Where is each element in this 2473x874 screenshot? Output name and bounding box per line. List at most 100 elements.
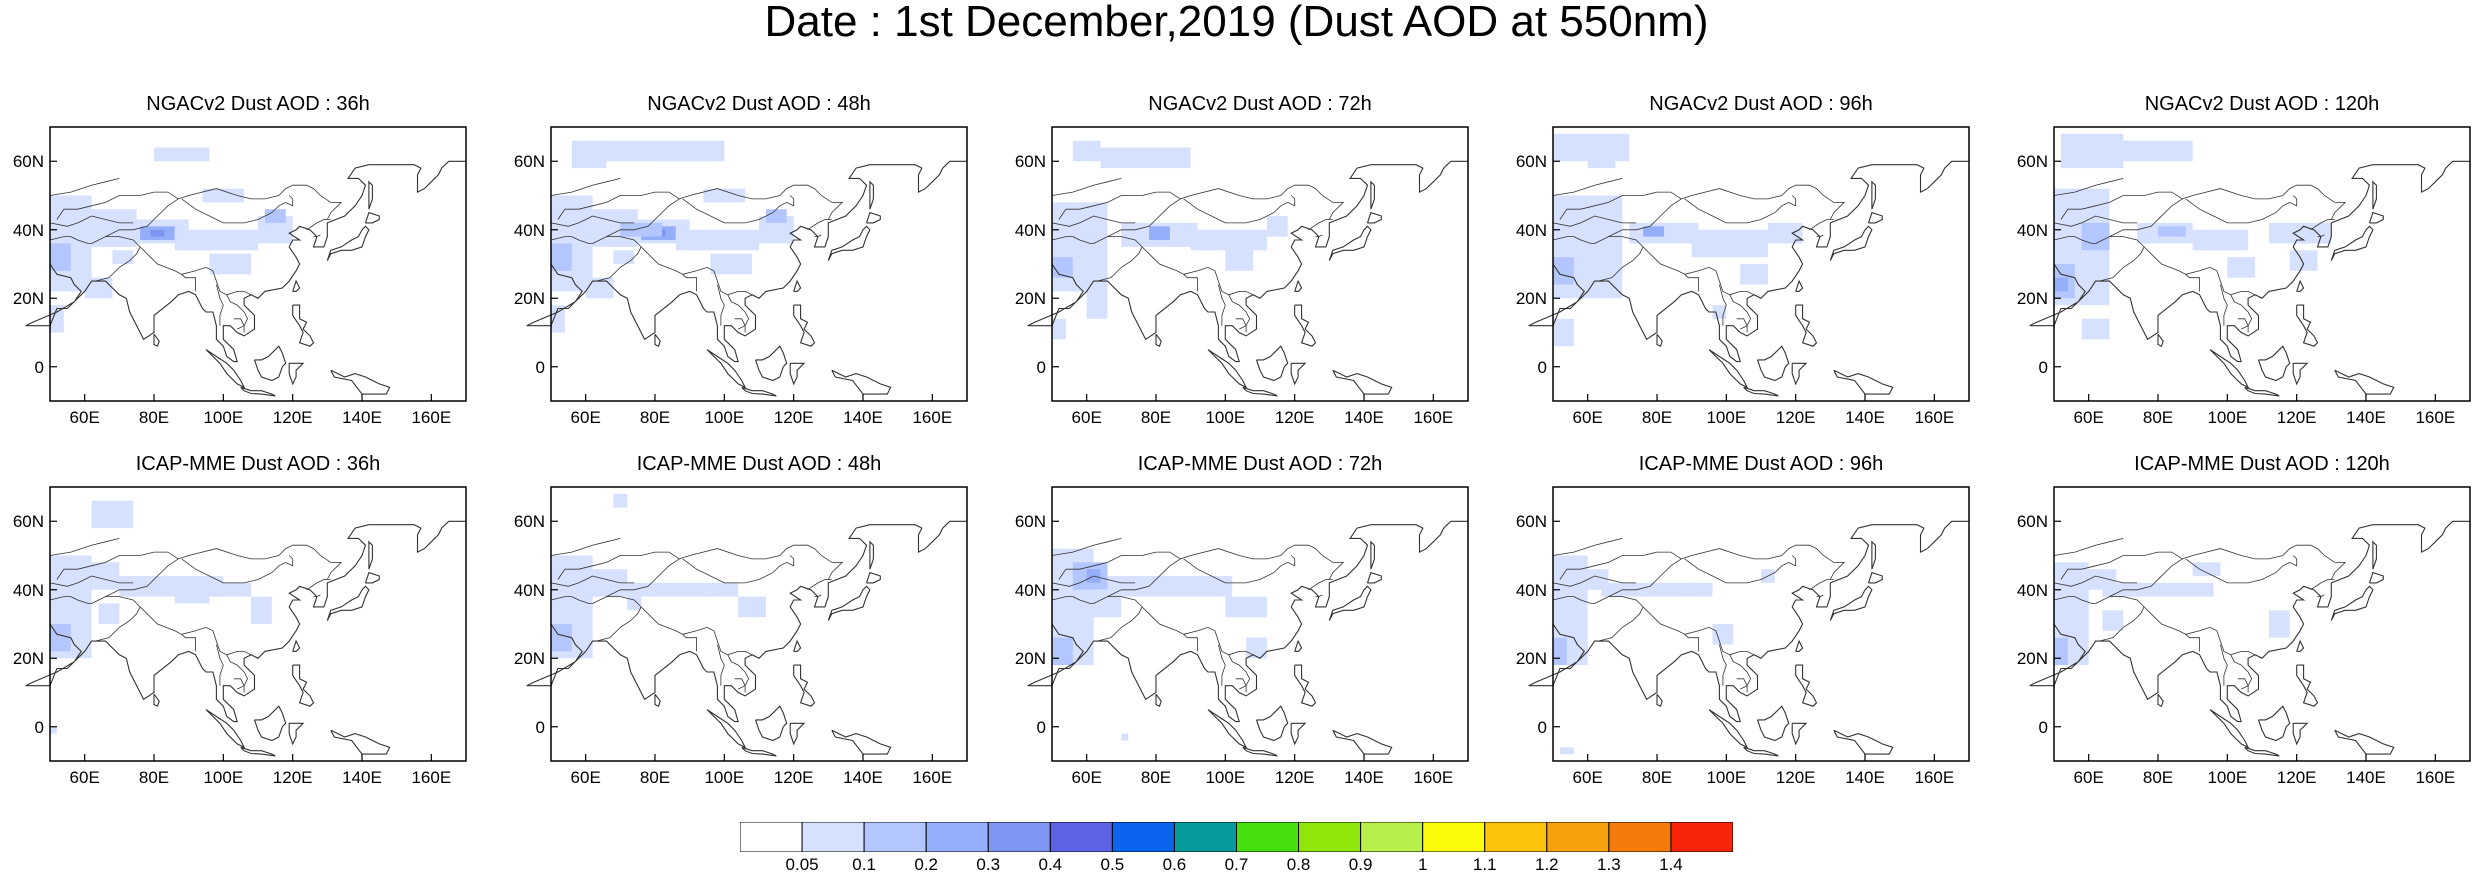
coastline: [2368, 211, 2384, 224]
country-border: [2053, 575, 2138, 587]
country-border: [592, 236, 642, 282]
lat-tick-label: 20N: [1515, 649, 1547, 669]
country-border: [1308, 219, 1333, 231]
dust-aod-cell: [1086, 291, 1108, 319]
coastline: [2292, 362, 2309, 386]
map-panel: [25, 126, 467, 402]
dust-aod-cell: [98, 603, 120, 624]
lon-tick-label: 100E: [1706, 408, 1747, 427]
coastline: [1871, 180, 1876, 210]
dust-aod-cell: [1691, 229, 1768, 258]
map-panel: [1528, 126, 1970, 402]
lon-tick-label: 80E: [1140, 768, 1172, 787]
country-border: [682, 195, 795, 224]
coastline: [526, 160, 967, 363]
dust-aod-cell: [585, 277, 614, 299]
lat-tick-label: 20N: [1014, 649, 1046, 669]
coastline: [706, 709, 747, 749]
country-border: [550, 178, 621, 196]
dust-aod-cell: [2158, 226, 2186, 237]
coastline: [1743, 746, 1779, 757]
coastline: [793, 304, 816, 347]
dust-aod-cell: [264, 209, 286, 223]
lon-tick-label: 120E: [2276, 768, 2317, 787]
map-frame: [2053, 486, 2471, 762]
dust-aod-cell: [1553, 318, 1574, 347]
lon-tick-label: 60E: [1572, 408, 1603, 427]
dust-aod-cell: [1052, 318, 1066, 340]
lon-tick-label: 120E: [1274, 768, 1315, 787]
dust-aod-cell: [2227, 257, 2256, 278]
lon-tick-label: 160E: [1914, 768, 1955, 787]
country-border: [2053, 538, 2124, 556]
colorbar-tick-label: 0.6: [1162, 855, 1187, 874]
country-border: [49, 575, 134, 587]
colorbar-swatch: [801, 822, 865, 852]
lon-tick-label: 160E: [1413, 408, 1454, 427]
country-border: [1594, 236, 1644, 282]
colorbar-tick-label: 1.3: [1597, 855, 1621, 874]
coastline: [654, 693, 661, 707]
coastline: [827, 585, 871, 621]
country-border: [1180, 184, 1345, 220]
coastline: [2029, 520, 2470, 723]
dust-aod-cell: [2081, 222, 2110, 251]
country-border: [1719, 644, 1727, 686]
lon-tick-label: 140E: [1344, 768, 1384, 787]
coastline: [292, 639, 301, 652]
lat-tick-label: 60N: [12, 512, 44, 532]
colorbar-swatch: [1484, 822, 1548, 852]
coastline: [1294, 664, 1317, 707]
coastline: [2368, 571, 2384, 584]
dust-aod-cell: [613, 250, 635, 264]
country-border: [1058, 551, 1181, 580]
coastline: [288, 722, 305, 746]
coastline: [793, 279, 802, 292]
dust-aod-cell: [2102, 582, 2214, 597]
country-border: [2185, 634, 2201, 652]
coastline: [1255, 705, 1289, 742]
coastline: [253, 345, 287, 382]
lon-tick-label: 160E: [912, 408, 953, 427]
country-border: [571, 596, 593, 604]
map-frame: [1552, 126, 1970, 402]
coastline: [1756, 705, 1790, 742]
dust-aod-cell: [1559, 747, 1574, 755]
lon-tick-label: 100E: [203, 408, 244, 427]
lat-tick-label: 20N: [12, 289, 44, 309]
lat-tick-label: 0: [1036, 717, 1046, 737]
lon-tick-label: 60E: [1071, 408, 1102, 427]
coastline: [1791, 362, 1808, 386]
country-border: [1684, 274, 1700, 292]
colorbar-tick-label: 0.1: [852, 855, 876, 874]
country-border: [2095, 236, 2145, 282]
coastline: [1795, 279, 1804, 292]
dust-aod-cell: [2054, 637, 2068, 666]
panel-title: NGACv2 Dust AOD : 36h: [146, 93, 370, 115]
map-panel: [2029, 486, 2471, 762]
coastline: [827, 225, 871, 261]
dust-aod-cell: [613, 493, 628, 508]
colorbar-tick-label: 0.05: [785, 855, 819, 874]
map-frame: [550, 486, 968, 762]
coastline: [205, 709, 246, 749]
panel-title: NGACv2 Dust AOD : 72h: [1148, 93, 1372, 115]
lat-tick-label: 20N: [513, 649, 545, 669]
coastline: [1328, 585, 1372, 621]
country-border: [2053, 178, 2124, 196]
country-border: [1573, 236, 1595, 244]
dust-aod-cell: [1553, 637, 1567, 666]
dust-aod-cell: [1190, 229, 1267, 251]
country-border: [1809, 579, 1834, 591]
lon-tick-label: 160E: [411, 408, 452, 427]
lon-tick-label: 80E: [2142, 408, 2174, 427]
dust-aod-cell: [1587, 154, 1616, 169]
country-border: [1809, 219, 1834, 231]
country-border: [1552, 575, 1637, 587]
coastline: [1294, 304, 1317, 347]
lon-tick-label: 100E: [203, 768, 244, 787]
country-border: [1183, 634, 1199, 652]
dust-aod-cell: [1149, 226, 1170, 241]
dust-aod-cell: [2268, 222, 2332, 244]
coastline: [1242, 386, 1278, 397]
